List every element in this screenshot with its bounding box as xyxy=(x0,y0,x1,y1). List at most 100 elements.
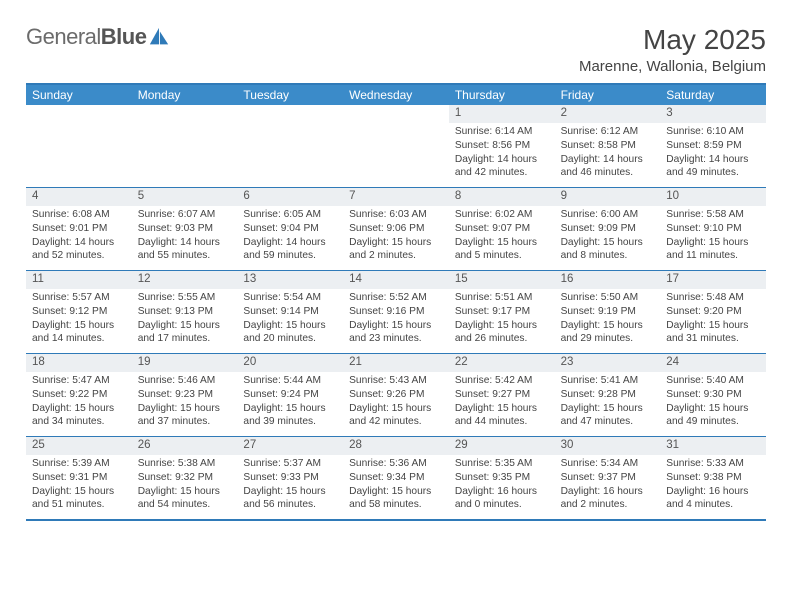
sunset-text: Sunset: 8:58 PM xyxy=(561,139,655,153)
day-number: 13 xyxy=(237,271,343,289)
logo-sail-icon xyxy=(148,26,170,48)
calendar-cell: 26Sunrise: 5:38 AMSunset: 9:32 PMDayligh… xyxy=(132,437,238,519)
sunrise-text: Sunrise: 5:52 AM xyxy=(349,291,443,305)
day-info: Sunrise: 6:03 AMSunset: 9:06 PMDaylight:… xyxy=(343,206,449,267)
sunset-text: Sunset: 9:33 PM xyxy=(243,471,337,485)
daylight-text: Daylight: 15 hours and 39 minutes. xyxy=(243,402,337,430)
sunset-text: Sunset: 9:23 PM xyxy=(138,388,232,402)
day-label: Wednesday xyxy=(343,85,449,105)
day-info: Sunrise: 6:12 AMSunset: 8:58 PMDaylight:… xyxy=(555,123,661,184)
day-info: Sunrise: 5:43 AMSunset: 9:26 PMDaylight:… xyxy=(343,372,449,433)
day-number: 22 xyxy=(449,354,555,372)
sunrise-text: Sunrise: 5:34 AM xyxy=(561,457,655,471)
day-label: Saturday xyxy=(660,85,766,105)
calendar-cell: 18Sunrise: 5:47 AMSunset: 9:22 PMDayligh… xyxy=(26,354,132,436)
daylight-text: Daylight: 15 hours and 29 minutes. xyxy=(561,319,655,347)
daylight-text: Daylight: 15 hours and 34 minutes. xyxy=(32,402,126,430)
calendar-cell: 24Sunrise: 5:40 AMSunset: 9:30 PMDayligh… xyxy=(660,354,766,436)
calendar-cell: 13Sunrise: 5:54 AMSunset: 9:14 PMDayligh… xyxy=(237,271,343,353)
daylight-text: Daylight: 14 hours and 49 minutes. xyxy=(666,153,760,181)
day-info: Sunrise: 5:40 AMSunset: 9:30 PMDaylight:… xyxy=(660,372,766,433)
calendar-cell: 22Sunrise: 5:42 AMSunset: 9:27 PMDayligh… xyxy=(449,354,555,436)
calendar-cell: 10Sunrise: 5:58 AMSunset: 9:10 PMDayligh… xyxy=(660,188,766,270)
day-info: Sunrise: 5:50 AMSunset: 9:19 PMDaylight:… xyxy=(555,289,661,350)
sunrise-text: Sunrise: 5:38 AM xyxy=(138,457,232,471)
sunrise-text: Sunrise: 5:42 AM xyxy=(455,374,549,388)
sunrise-text: Sunrise: 5:47 AM xyxy=(32,374,126,388)
header: GeneralBlue May 2025 Marenne, Wallonia, … xyxy=(26,24,766,75)
day-number: 7 xyxy=(343,188,449,206)
calendar-cell: 4Sunrise: 6:08 AMSunset: 9:01 PMDaylight… xyxy=(26,188,132,270)
day-number: 25 xyxy=(26,437,132,455)
day-number: 1 xyxy=(449,105,555,123)
daylight-text: Daylight: 16 hours and 0 minutes. xyxy=(455,485,549,513)
sunset-text: Sunset: 9:17 PM xyxy=(455,305,549,319)
sunset-text: Sunset: 9:26 PM xyxy=(349,388,443,402)
day-number: 24 xyxy=(660,354,766,372)
calendar-cell: 12Sunrise: 5:55 AMSunset: 9:13 PMDayligh… xyxy=(132,271,238,353)
calendar-week: 4Sunrise: 6:08 AMSunset: 9:01 PMDaylight… xyxy=(26,187,766,270)
calendar-cell: 27Sunrise: 5:37 AMSunset: 9:33 PMDayligh… xyxy=(237,437,343,519)
daylight-text: Daylight: 14 hours and 55 minutes. xyxy=(138,236,232,264)
sunset-text: Sunset: 9:09 PM xyxy=(561,222,655,236)
day-number: 30 xyxy=(555,437,661,455)
day-info: Sunrise: 5:41 AMSunset: 9:28 PMDaylight:… xyxy=(555,372,661,433)
sunset-text: Sunset: 9:06 PM xyxy=(349,222,443,236)
sunrise-text: Sunrise: 5:35 AM xyxy=(455,457,549,471)
day-info: Sunrise: 5:39 AMSunset: 9:31 PMDaylight:… xyxy=(26,455,132,516)
day-info: Sunrise: 6:07 AMSunset: 9:03 PMDaylight:… xyxy=(132,206,238,267)
day-info: Sunrise: 5:44 AMSunset: 9:24 PMDaylight:… xyxy=(237,372,343,433)
daylight-text: Daylight: 15 hours and 8 minutes. xyxy=(561,236,655,264)
calendar: Sunday Monday Tuesday Wednesday Thursday… xyxy=(26,83,766,521)
day-number: 14 xyxy=(343,271,449,289)
day-label: Tuesday xyxy=(237,85,343,105)
day-number: 23 xyxy=(555,354,661,372)
sunset-text: Sunset: 9:35 PM xyxy=(455,471,549,485)
sunset-text: Sunset: 9:10 PM xyxy=(666,222,760,236)
daylight-text: Daylight: 15 hours and 42 minutes. xyxy=(349,402,443,430)
day-number: 10 xyxy=(660,188,766,206)
sunrise-text: Sunrise: 6:14 AM xyxy=(455,125,549,139)
sunrise-text: Sunrise: 6:12 AM xyxy=(561,125,655,139)
day-info: Sunrise: 5:33 AMSunset: 9:38 PMDaylight:… xyxy=(660,455,766,516)
calendar-cell: 15Sunrise: 5:51 AMSunset: 9:17 PMDayligh… xyxy=(449,271,555,353)
sunset-text: Sunset: 9:03 PM xyxy=(138,222,232,236)
calendar-week: 1Sunrise: 6:14 AMSunset: 8:56 PMDaylight… xyxy=(26,105,766,187)
day-number: 6 xyxy=(237,188,343,206)
calendar-cell: 23Sunrise: 5:41 AMSunset: 9:28 PMDayligh… xyxy=(555,354,661,436)
calendar-cell: 19Sunrise: 5:46 AMSunset: 9:23 PMDayligh… xyxy=(132,354,238,436)
calendar-cell: 7Sunrise: 6:03 AMSunset: 9:06 PMDaylight… xyxy=(343,188,449,270)
sunset-text: Sunset: 9:13 PM xyxy=(138,305,232,319)
daylight-text: Daylight: 14 hours and 46 minutes. xyxy=(561,153,655,181)
sunset-text: Sunset: 8:59 PM xyxy=(666,139,760,153)
calendar-cell: 5Sunrise: 6:07 AMSunset: 9:03 PMDaylight… xyxy=(132,188,238,270)
sunrise-text: Sunrise: 6:08 AM xyxy=(32,208,126,222)
daylight-text: Daylight: 15 hours and 2 minutes. xyxy=(349,236,443,264)
calendar-cell: 6Sunrise: 6:05 AMSunset: 9:04 PMDaylight… xyxy=(237,188,343,270)
day-number: 18 xyxy=(26,354,132,372)
daylight-text: Daylight: 15 hours and 58 minutes. xyxy=(349,485,443,513)
calendar-cell xyxy=(132,105,238,187)
calendar-cell: 16Sunrise: 5:50 AMSunset: 9:19 PMDayligh… xyxy=(555,271,661,353)
day-label: Monday xyxy=(132,85,238,105)
calendar-cell: 20Sunrise: 5:44 AMSunset: 9:24 PMDayligh… xyxy=(237,354,343,436)
daylight-text: Daylight: 15 hours and 20 minutes. xyxy=(243,319,337,347)
day-info: Sunrise: 5:35 AMSunset: 9:35 PMDaylight:… xyxy=(449,455,555,516)
day-info: Sunrise: 5:46 AMSunset: 9:23 PMDaylight:… xyxy=(132,372,238,433)
calendar-cell xyxy=(26,105,132,187)
day-number: 27 xyxy=(237,437,343,455)
location: Marenne, Wallonia, Belgium xyxy=(579,58,766,75)
sunset-text: Sunset: 9:04 PM xyxy=(243,222,337,236)
sunset-text: Sunset: 9:16 PM xyxy=(349,305,443,319)
sunset-text: Sunset: 9:34 PM xyxy=(349,471,443,485)
sunrise-text: Sunrise: 5:36 AM xyxy=(349,457,443,471)
sunrise-text: Sunrise: 5:33 AM xyxy=(666,457,760,471)
daylight-text: Daylight: 15 hours and 47 minutes. xyxy=(561,402,655,430)
sunrise-text: Sunrise: 5:50 AM xyxy=(561,291,655,305)
sunset-text: Sunset: 9:31 PM xyxy=(32,471,126,485)
day-info: Sunrise: 6:02 AMSunset: 9:07 PMDaylight:… xyxy=(449,206,555,267)
daylight-text: Daylight: 15 hours and 51 minutes. xyxy=(32,485,126,513)
day-info: Sunrise: 5:38 AMSunset: 9:32 PMDaylight:… xyxy=(132,455,238,516)
day-number xyxy=(132,105,238,123)
sunset-text: Sunset: 9:20 PM xyxy=(666,305,760,319)
